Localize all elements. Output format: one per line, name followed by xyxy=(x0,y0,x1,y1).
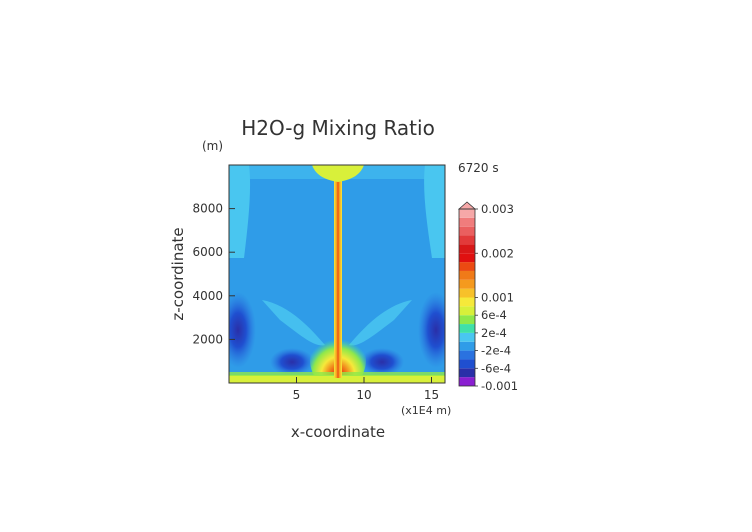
x-axis-label: x-coordinate xyxy=(291,423,385,441)
colorbar-tick-label: -0.001 xyxy=(481,379,518,393)
colorbar-tick-label: -2e-4 xyxy=(481,344,511,358)
time-label: 6720 s xyxy=(458,161,499,175)
colorbar-tick-label: 0.002 xyxy=(481,246,514,260)
colorbar-segment xyxy=(459,262,475,271)
colorbar-segment xyxy=(459,235,475,245)
colorbar-segment xyxy=(459,315,475,325)
upper-left-moist-region xyxy=(229,165,251,258)
chart-title: H2O-g Mixing Ratio xyxy=(241,116,435,140)
colorbar-segment xyxy=(459,217,475,227)
x-tick-label: 5 xyxy=(293,388,301,402)
colorbar-segment xyxy=(459,377,475,386)
x-tick-label: 10 xyxy=(356,388,371,402)
x-tick-label: 15 xyxy=(424,388,439,402)
left-dry-pocket xyxy=(270,348,314,376)
colorbar-segment xyxy=(459,297,475,307)
colorbar-segment xyxy=(459,350,475,360)
plot-area xyxy=(229,165,445,383)
y-tick-label: 8000 xyxy=(192,202,223,216)
left-wave-arm xyxy=(262,300,325,346)
colorbar-segment xyxy=(459,288,475,298)
left-lobe xyxy=(229,292,256,368)
y-axis-label: z-coordinate xyxy=(169,227,187,320)
y-unit-label: (m) xyxy=(202,139,223,153)
colorbar-segment xyxy=(459,359,475,369)
colorbar-segment xyxy=(459,324,475,333)
colorbar-segment xyxy=(459,244,475,254)
colorbar-tick-label: -6e-4 xyxy=(481,361,511,375)
colorbar-segment xyxy=(459,253,475,263)
right-dry-pocket xyxy=(360,348,404,376)
right-lobe xyxy=(418,292,445,368)
colorbar-segment xyxy=(459,368,475,378)
colorbar-segment xyxy=(459,226,475,236)
y-tick-label: 4000 xyxy=(192,289,223,303)
colorbar-segment xyxy=(459,209,475,218)
plot-frame xyxy=(228,164,446,384)
near-surface-layer xyxy=(229,375,445,383)
colorbar-segment xyxy=(459,332,475,342)
right-wave-arm xyxy=(349,300,412,346)
y-axis-ticks: 2000 4000 6000 8000 xyxy=(192,202,235,346)
y-tick-label: 2000 xyxy=(192,332,223,346)
colorbar-extension-arrow xyxy=(457,201,477,210)
colorbar-tick-label: 0.001 xyxy=(481,291,514,305)
anvil xyxy=(312,165,364,182)
colorbar-tick-label: 0.003 xyxy=(481,202,514,216)
x-unit-label: (x1E4 m) xyxy=(401,404,451,417)
colorbar-segment xyxy=(459,279,475,289)
colorbar-segment xyxy=(459,306,475,316)
colorbar-tick-label: 2e-4 xyxy=(481,326,507,340)
colorbar-segment xyxy=(459,341,475,351)
colorbar: 0.003 0.002 0.001 6e-4 2e-4 -2e-4 -6e-4 -0.001 xyxy=(457,201,518,393)
colorbar-tick-label: 6e-4 xyxy=(481,308,507,322)
plume-core xyxy=(334,168,342,378)
y-tick-label: 6000 xyxy=(192,245,223,259)
colorbar-segment xyxy=(459,270,475,280)
upper-right-moist-region xyxy=(424,165,445,258)
x-axis-ticks: 5 10 15 xyxy=(293,377,439,402)
